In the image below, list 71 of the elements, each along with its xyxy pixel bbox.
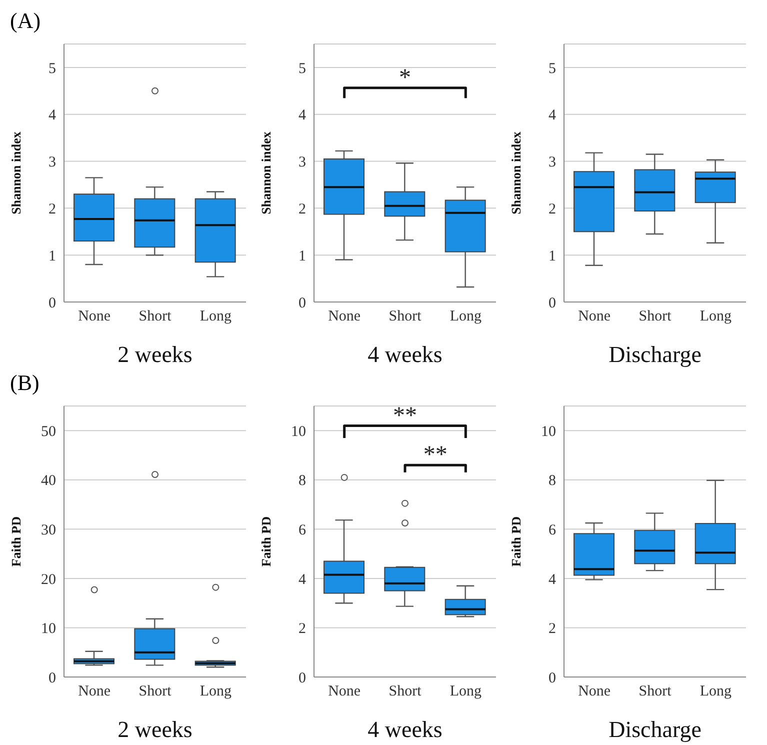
y-tick-label: 5 xyxy=(298,60,306,77)
y-tick-label: 50 xyxy=(41,424,56,440)
y-tick-label: 6 xyxy=(298,522,306,539)
y-tick-label: 0 xyxy=(298,295,306,312)
x-tick-label: None xyxy=(328,684,361,700)
y-tick-label: 4 xyxy=(548,108,556,124)
x-tick-label: Short xyxy=(138,308,172,325)
x-axis-title: 4 weeks xyxy=(368,717,442,742)
y-tick-label: 5 xyxy=(48,60,56,77)
x-tick-label: None xyxy=(578,684,611,700)
y-tick-label: 2 xyxy=(298,621,306,638)
x-tick-label: Short xyxy=(388,684,422,700)
chart-title: (B) xyxy=(10,370,40,396)
x-tick-label: Short xyxy=(638,684,672,700)
x-tick-label: Long xyxy=(200,308,232,325)
y-tick-label: 6 xyxy=(548,522,556,539)
y-tick-label: 1 xyxy=(298,248,306,264)
y-tick-label: 4 xyxy=(298,108,306,124)
y-tick-label: 10 xyxy=(541,424,556,440)
y-tick-label: 3 xyxy=(48,154,56,171)
y-tick-label: 20 xyxy=(41,572,56,588)
y-axis-title: Faith PD xyxy=(508,516,524,567)
y-axis-title: Shannon index xyxy=(8,131,24,214)
y-tick-label: 5 xyxy=(548,60,556,77)
y-tick-label: 8 xyxy=(298,473,306,490)
x-tick-label: Long xyxy=(700,308,732,325)
y-tick-label: 40 xyxy=(41,473,56,490)
x-tick-label: Long xyxy=(200,684,232,700)
y-axis-title: Shannon index xyxy=(258,131,274,214)
chart-title: (A) xyxy=(10,8,41,34)
y-tick-label: 0 xyxy=(48,670,56,686)
y-tick-label: 4 xyxy=(548,572,556,588)
annotation: ** xyxy=(393,402,417,429)
x-tick-label: Short xyxy=(388,308,422,325)
x-tick-label: None xyxy=(78,308,111,325)
y-axis-title: Faith PD xyxy=(258,516,274,567)
y-axis-title: Shannon index xyxy=(508,131,524,214)
annotation: * xyxy=(399,64,411,91)
x-axis-title: Discharge xyxy=(608,342,702,367)
y-tick-label: 4 xyxy=(48,108,56,124)
y-tick-label: 2 xyxy=(48,202,56,218)
y-tick-label: 10 xyxy=(291,424,306,440)
annotation: ** xyxy=(423,442,448,468)
y-tick-label: 0 xyxy=(548,670,556,686)
y-tick-label: 4 xyxy=(298,572,306,588)
x-tick-label: Long xyxy=(700,684,732,700)
x-tick-label: None xyxy=(328,308,361,325)
y-tick-label: 0 xyxy=(548,295,556,312)
y-tick-label: 30 xyxy=(41,522,56,539)
x-axis-title: Discharge xyxy=(608,717,702,742)
y-tick-label: 3 xyxy=(548,154,556,171)
y-tick-label: 0 xyxy=(298,670,306,686)
y-tick-label: 1 xyxy=(548,248,556,264)
y-tick-label: 0 xyxy=(48,295,56,312)
y-tick-label: 3 xyxy=(298,154,306,171)
y-tick-label: 10 xyxy=(41,621,56,638)
x-tick-label: None xyxy=(578,308,611,325)
x-tick-label: None xyxy=(78,684,111,700)
y-tick-label: 2 xyxy=(548,202,556,218)
y-axis-title: Faith PD xyxy=(8,516,24,567)
x-axis-title: 2 weeks xyxy=(118,717,192,742)
x-tick-label: Long xyxy=(450,684,482,700)
x-axis-title: 2 weeks xyxy=(118,342,192,367)
x-axis-title: 4 weeks xyxy=(368,342,442,367)
y-tick-label: 1 xyxy=(48,248,56,264)
y-tick-label: 2 xyxy=(298,202,306,218)
x-tick-label: Short xyxy=(138,684,172,700)
y-tick-label: 8 xyxy=(548,473,556,490)
y-tick-label: 2 xyxy=(548,621,556,638)
x-tick-label: Short xyxy=(638,308,672,325)
x-tick-label: Long xyxy=(450,308,482,325)
